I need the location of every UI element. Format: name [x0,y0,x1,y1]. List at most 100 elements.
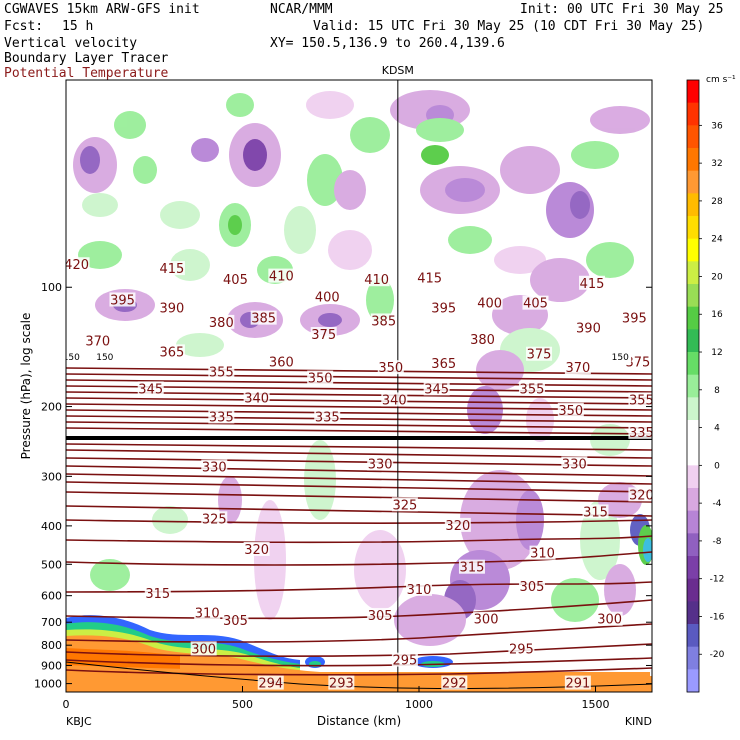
theta-label: 315 [583,505,608,520]
theta-label: 400 [315,290,340,305]
theta-label-bg [201,511,228,526]
valid-time: Valid: 15 UTC Fri 30 May 25 (10 CDT Fri … [313,19,705,34]
theta-label-bg [430,355,457,370]
theta-label-bg [314,289,341,304]
y-tick-label: 900 [41,659,62,672]
theta-label: 315 [460,561,485,576]
theta-label: 325 [202,512,227,527]
y-tick-label: 700 [41,616,62,629]
theta-label: 385 [371,314,396,329]
colorbar-units: cm s⁻¹ [706,75,736,85]
theta-label-bg [66,257,90,272]
theta-label-bg [406,581,433,596]
colorbar-swatch [687,646,699,670]
x-axis: 0 500 1000 1500 [63,686,610,711]
theta-label-bg [190,641,217,656]
tropopause-label: 150 [96,353,113,363]
theta-label: 305 [368,609,393,624]
theta-label: 410 [364,273,389,288]
colorbar-label: -20 [710,650,725,660]
theta-label: 310 [530,547,555,562]
y-tick-label: 200 [41,401,62,414]
theta-label: 355 [520,382,545,397]
colorbar-swatch [687,556,699,580]
theta-label-bg [158,261,185,276]
theta-label-bg [381,392,408,407]
tropopause-label-bg [93,351,116,363]
theta-label: 350 [308,372,333,387]
theta-label-bg [621,310,648,325]
theta-label-bg [328,675,355,690]
theta-label-bg [628,392,652,407]
theta-label-bg [624,354,651,369]
theta-label: 335 [315,410,340,425]
colorbar-label: 28 [711,197,723,207]
theta-label: 390 [159,301,184,316]
theta-label: 415 [417,271,442,286]
theta-label: 340 [382,393,407,408]
theta-label: 305 [223,614,248,629]
theta-label: 380 [470,333,495,348]
colorbar-swatch [687,284,699,308]
theta-label-bg [476,295,503,310]
theta-label: 390 [576,321,601,336]
theta-label-bg [557,402,584,417]
theta-label: 300 [474,613,499,628]
theta-label: 320 [629,488,654,503]
y-tick-label: 600 [41,590,62,603]
y-axis: 100 200 300 400 500 600 700 800 900 1000 [34,281,652,691]
theta-label: 294 [258,677,283,692]
colorbar-label: -4 [713,499,722,509]
theta-label: 370 [85,334,110,349]
theta-label: 365 [159,345,184,360]
colorbar-swatch [687,420,699,444]
mid-station-label: KDSM [382,64,414,77]
colorbar-swatch [687,374,699,398]
right-station-label: KIND [625,715,652,728]
colorbar-swatch [687,601,699,625]
field-boundary-layer-tracer: Boundary Layer Tracer [4,51,169,66]
theta-label-bg [377,360,404,375]
theta-label-bg [575,320,602,335]
theta-label-bg [84,333,111,348]
theta-label: 295 [392,654,417,669]
forecast-label: Fcst: [4,19,44,34]
theta-label-bg [158,300,185,315]
y-tick-label: 500 [41,558,62,571]
tropopause-label: 150 [612,353,629,363]
colorbar-swatch [687,624,699,648]
theta-label: 395 [431,301,456,316]
colorbar-swatch [687,238,699,262]
tropopause-label: 150 [63,353,80,363]
colorbar-swatch [687,306,699,330]
colorbar-label: 12 [711,348,722,358]
colorbar-label: 20 [711,272,723,282]
theta-label: 375 [311,328,336,343]
theta-label: 395 [622,312,647,327]
model-title: CGWAVES 15km ARW-GFS init [4,2,200,17]
theta-label-bg [222,612,249,627]
theta-label: 330 [562,457,587,472]
theta-label-bg [367,607,394,622]
colorbar-label: 24 [711,235,723,245]
theta-label: 315 [145,587,170,602]
theta-label: 420 [64,258,89,273]
init-time: Init: 00 UTC Fri 30 May 25 [520,2,724,17]
theta-label: 415 [159,262,184,277]
theta-label: 310 [195,606,220,621]
theta-label: 405 [523,297,548,312]
y-tick-label: 100 [41,281,62,294]
theta-label-bg [564,675,591,690]
colorbar-swatch [687,125,699,149]
colorbar-swatch [687,193,699,217]
field-potential-temperature: Potential Temperature [4,66,169,81]
org-label: NCAR/MMM [270,2,333,17]
theta-label-layer: 420 415 405 410 410 415 415 395 390 400 395 400 405 3… [63,257,654,692]
tropopause-label-bg [609,351,632,363]
colorbar-swatch [687,329,699,353]
theta-label-bg [363,272,390,287]
theta-label-bg [307,370,334,385]
plot-frame [65,79,653,693]
theta-label: 335 [629,426,654,441]
theta-label: 410 [269,270,294,285]
